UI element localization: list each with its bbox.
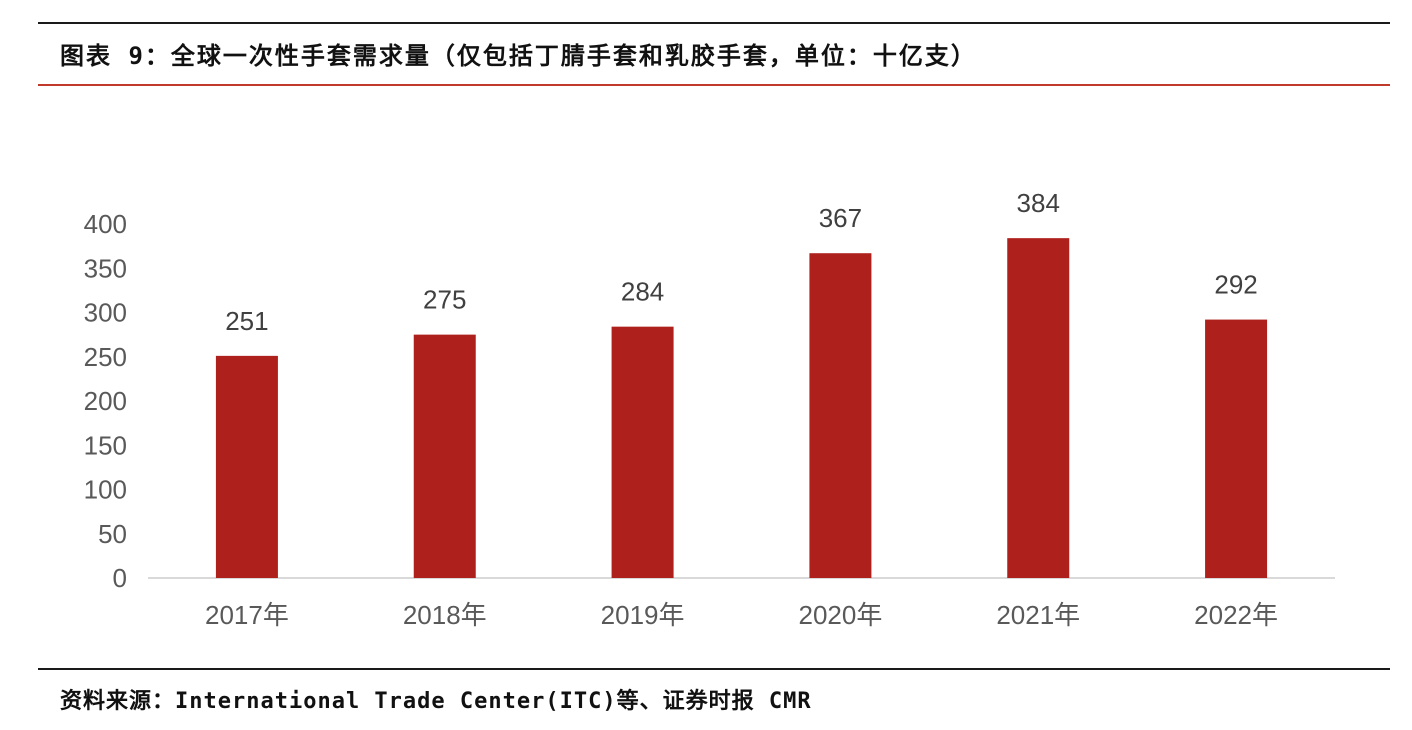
data-labels: 251 275 284 367 384 292 xyxy=(225,188,1258,336)
x-tick-label: 2022年 xyxy=(1194,600,1278,630)
y-tick-label: 150 xyxy=(84,430,127,460)
x-tick-label: 2019年 xyxy=(601,600,685,630)
bottom-rule xyxy=(38,668,1390,670)
x-tick-label: 2018年 xyxy=(403,600,487,630)
bar-series xyxy=(215,238,1268,578)
bar xyxy=(413,334,476,578)
x-tick-label: 2021年 xyxy=(996,600,1080,630)
y-axis: 0 50 100 150 200 250 300 350 400 xyxy=(84,209,127,593)
y-tick-label: 250 xyxy=(84,342,127,372)
x-axis: 2017年 2018年 2019年 2020年 2021年 2022年 xyxy=(205,600,1278,630)
data-label: 275 xyxy=(423,285,466,315)
y-tick-label: 350 xyxy=(84,253,127,283)
bar xyxy=(1205,319,1268,578)
x-tick-label: 2017年 xyxy=(205,600,289,630)
y-tick-label: 0 xyxy=(113,563,127,593)
y-tick-label: 50 xyxy=(98,519,127,549)
data-label: 284 xyxy=(621,277,664,307)
data-label: 367 xyxy=(819,203,862,233)
bar xyxy=(215,355,278,578)
data-label: 251 xyxy=(225,306,268,336)
top-rule xyxy=(38,22,1390,24)
y-tick-label: 200 xyxy=(84,386,127,416)
data-label: 292 xyxy=(1214,270,1257,300)
chart-title: 图表 9：全球一次性手套需求量（仅包括丁腈手套和乳胶手套，单位：十亿支） xyxy=(60,42,977,70)
y-tick-label: 400 xyxy=(84,209,127,239)
bar xyxy=(611,326,674,578)
source-note: 资料来源：International Trade Center(ITC)等、证券… xyxy=(60,689,812,714)
x-tick-label: 2020年 xyxy=(798,600,882,630)
data-label: 384 xyxy=(1017,188,1060,218)
y-tick-label: 100 xyxy=(84,475,127,505)
bar xyxy=(809,253,872,578)
title-underline xyxy=(38,84,1390,86)
y-tick-label: 300 xyxy=(84,298,127,328)
bar xyxy=(1007,238,1070,578)
